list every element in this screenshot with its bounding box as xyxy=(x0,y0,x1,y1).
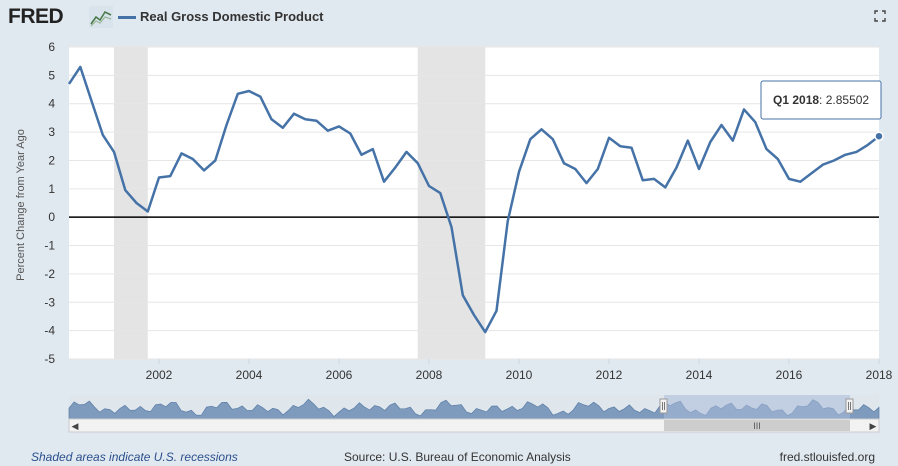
x-tick-label: 2010 xyxy=(506,368,533,382)
y-axis-ticks: 6 5 4 3 2 1 0 -1 -2 -3 -4 -5 xyxy=(44,40,55,366)
gridlines xyxy=(69,46,879,360)
y-tick-label: 6 xyxy=(48,40,55,54)
fred-logo[interactable]: FRED xyxy=(8,5,64,28)
recession-shading xyxy=(114,47,486,359)
y-tick-label: -5 xyxy=(44,352,55,366)
tooltip-value: 2.85502 xyxy=(826,93,870,107)
y-axis-title: Percent Change from Year Ago xyxy=(15,129,27,281)
recession-note[interactable]: Shaded areas indicate U.S. recessions xyxy=(31,450,238,464)
fred-chart-icon xyxy=(89,6,113,28)
legend-swatch xyxy=(118,16,136,19)
y-tick-label: 2 xyxy=(48,153,55,167)
chart-header: FRED Real Gross Domestic Product xyxy=(0,0,898,34)
tooltip-label: Q1 2018 xyxy=(773,93,819,107)
x-tick-label: 2016 xyxy=(776,368,803,382)
y-tick-label: 5 xyxy=(48,68,55,82)
chart-footer: Shaded areas indicate U.S. recessions So… xyxy=(0,446,898,466)
navigator-selected-range xyxy=(664,395,850,419)
x-tick-label: 2004 xyxy=(236,368,263,382)
y-tick-label: 0 xyxy=(48,210,55,224)
navigator-handle-left[interactable] xyxy=(659,398,668,414)
data-tooltip: Q1 2018: 2.85502 xyxy=(760,80,882,120)
fullscreen-icon[interactable] xyxy=(874,10,886,22)
series-line xyxy=(67,65,880,334)
x-tick-label: 2012 xyxy=(596,368,623,382)
highlight-point xyxy=(874,131,884,141)
recession-band xyxy=(114,47,148,359)
y-tick-label: -3 xyxy=(44,295,55,309)
y-tick-label: 4 xyxy=(48,97,55,111)
scroll-left-arrow-icon[interactable]: ◀ xyxy=(72,421,79,431)
navigator-handle-right[interactable] xyxy=(845,398,854,414)
range-navigator[interactable]: III ◀ ▶ xyxy=(68,395,880,433)
scroll-right-arrow-icon[interactable]: ▶ xyxy=(870,421,877,431)
x-axis-ticks: 2002 2004 2006 2008 2010 2012 2014 2016 2018 xyxy=(146,359,893,382)
recession-band xyxy=(417,47,486,359)
site-link[interactable]: fred.stlouisfed.org xyxy=(779,450,875,464)
tooltip-box xyxy=(760,80,882,120)
y-tick-label: -4 xyxy=(44,324,55,338)
x-tick-label: 2014 xyxy=(686,368,713,382)
scrollbar-thumb[interactable] xyxy=(664,420,850,431)
y-tick-label: -1 xyxy=(44,239,55,253)
y-tick-label: -2 xyxy=(44,267,55,281)
x-tick-label: 2018 xyxy=(866,368,893,382)
series-layer xyxy=(67,65,884,334)
source-note: Source: U.S. Bureau of Economic Analysis xyxy=(344,450,571,464)
y-tick-label: 1 xyxy=(48,182,55,196)
x-tick-label: 2002 xyxy=(146,368,173,382)
svg-text:Q1 2018: 2.85502: Q1 2018: 2.85502 xyxy=(773,93,869,107)
y-tick-label: 3 xyxy=(48,125,55,139)
legend-series-label: Real Gross Domestic Product xyxy=(140,9,324,24)
x-tick-label: 2006 xyxy=(326,368,353,382)
scrollbar-grip-icon: III xyxy=(753,421,761,431)
x-tick-label: 2008 xyxy=(416,368,443,382)
